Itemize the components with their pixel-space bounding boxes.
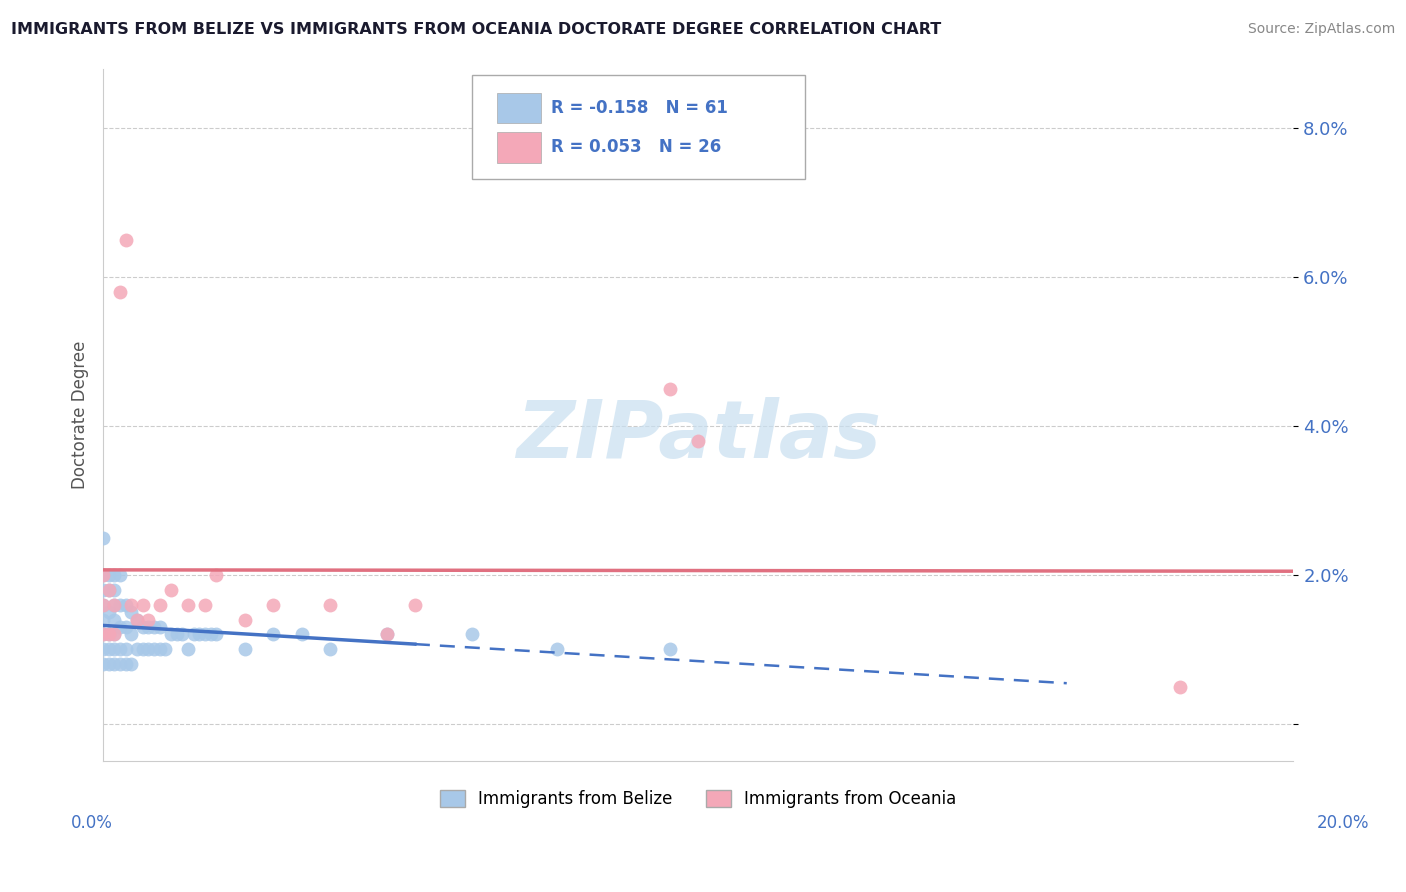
Point [319, 642, 342, 657]
Point [233, 613, 256, 627]
Point [138, 613, 160, 627]
Point [103, 642, 125, 657]
Point [91, 568, 114, 582]
Point [103, 598, 125, 612]
Point [114, 620, 136, 634]
Point [375, 627, 398, 641]
Point [127, 642, 149, 657]
Point [127, 613, 149, 627]
Point [132, 642, 155, 657]
Point [91, 642, 114, 657]
Point [188, 627, 211, 641]
Point [103, 627, 125, 641]
Point [97, 568, 120, 582]
FancyBboxPatch shape [472, 76, 806, 179]
Point [114, 642, 136, 657]
Point [262, 598, 284, 612]
Point [138, 620, 160, 634]
Point [177, 598, 200, 612]
Point [91, 613, 114, 627]
Point [108, 598, 131, 612]
Point [103, 568, 125, 582]
Point [138, 642, 160, 657]
Point [108, 568, 131, 582]
Point [108, 642, 131, 657]
Point [166, 627, 188, 641]
Point [103, 582, 125, 597]
Point [91, 627, 114, 641]
Point [143, 620, 166, 634]
Point [91, 657, 114, 672]
Point [91, 582, 114, 597]
Point [375, 627, 398, 641]
Point [183, 627, 205, 641]
Point [108, 620, 131, 634]
Point [121, 657, 143, 672]
Point [108, 285, 131, 299]
Y-axis label: Doctorate Degree: Doctorate Degree [72, 341, 89, 489]
Text: ZIPatlas: ZIPatlas [516, 397, 880, 475]
Point [205, 627, 228, 641]
Point [91, 568, 114, 582]
Text: R = -0.158   N = 61: R = -0.158 N = 61 [551, 99, 727, 117]
Point [97, 642, 120, 657]
Point [97, 627, 120, 641]
Point [194, 627, 217, 641]
Legend: Immigrants from Belize, Immigrants from Oceania: Immigrants from Belize, Immigrants from … [433, 783, 963, 815]
Point [91, 627, 114, 641]
Point [97, 605, 120, 619]
Point [91, 531, 114, 545]
Point [121, 598, 143, 612]
Point [205, 568, 228, 582]
Point [97, 627, 120, 641]
Point [290, 627, 312, 641]
Point [143, 642, 166, 657]
Point [319, 598, 342, 612]
Text: Source: ZipAtlas.com: Source: ZipAtlas.com [1247, 22, 1395, 37]
Point [97, 582, 120, 597]
Point [546, 642, 568, 657]
Point [91, 598, 114, 612]
Point [1168, 680, 1191, 694]
Point [160, 582, 183, 597]
Point [127, 613, 149, 627]
Point [97, 657, 120, 672]
Point [155, 642, 177, 657]
Point [121, 605, 143, 619]
Point [194, 598, 217, 612]
Point [108, 657, 131, 672]
Point [149, 598, 172, 612]
Point [97, 582, 120, 597]
Point [103, 613, 125, 627]
Point [149, 620, 172, 634]
Point [103, 657, 125, 672]
Point [121, 627, 143, 641]
Point [149, 642, 172, 657]
Point [103, 598, 125, 612]
Point [160, 627, 183, 641]
Point [404, 598, 426, 612]
Point [659, 642, 682, 657]
FancyBboxPatch shape [498, 132, 541, 162]
Point [114, 233, 136, 247]
Point [177, 642, 200, 657]
Text: 20.0%: 20.0% [1316, 814, 1369, 831]
Point [132, 598, 155, 612]
Text: 0.0%: 0.0% [70, 814, 112, 831]
Point [200, 627, 222, 641]
Point [460, 627, 482, 641]
FancyBboxPatch shape [498, 93, 541, 123]
Text: IMMIGRANTS FROM BELIZE VS IMMIGRANTS FROM OCEANIA DOCTORATE DEGREE CORRELATION C: IMMIGRANTS FROM BELIZE VS IMMIGRANTS FRO… [11, 22, 942, 37]
Point [103, 627, 125, 641]
Point [132, 620, 155, 634]
Point [114, 598, 136, 612]
Point [659, 382, 682, 396]
Point [114, 657, 136, 672]
Point [688, 434, 710, 448]
Point [262, 627, 284, 641]
Point [91, 598, 114, 612]
Text: R = 0.053   N = 26: R = 0.053 N = 26 [551, 138, 721, 156]
Point [233, 642, 256, 657]
Point [172, 627, 194, 641]
